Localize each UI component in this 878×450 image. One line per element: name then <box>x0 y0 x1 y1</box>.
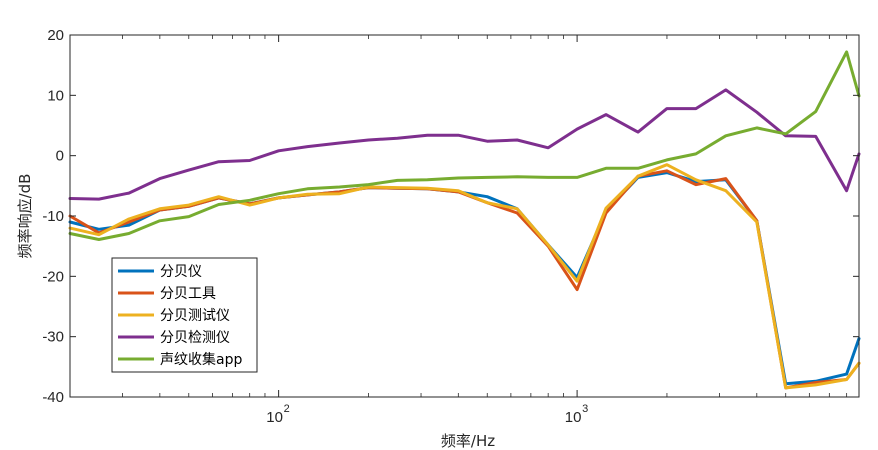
x-tick-exponent: 3 <box>582 403 588 415</box>
y-tick-label: -10 <box>42 208 64 225</box>
y-axis-title: 频率响应/dB <box>16 174 34 259</box>
legend-label-5: 声纹收集app <box>160 351 242 368</box>
y-tick-label: 10 <box>47 87 64 104</box>
legend-label-4: 分贝检测仪 <box>160 330 230 346</box>
y-tick-label: -20 <box>42 268 64 285</box>
legend-label-3: 分贝测试仪 <box>160 308 230 324</box>
y-tick-label: 0 <box>56 148 64 165</box>
y-tick-label: -40 <box>42 389 64 406</box>
series-line-4 <box>68 88 861 201</box>
y-ticks-group: 20 10 0 -10 -20 -30 -40 <box>42 27 859 406</box>
y-tick-label: 20 <box>47 27 64 44</box>
legend-label-1: 分贝仪 <box>160 264 202 280</box>
y-tick-label: -30 <box>42 329 64 346</box>
x-axis-title: 频率/Hz <box>441 432 495 450</box>
x-ticks-group: 10 2 10 3 <box>69 35 848 426</box>
x-tick-exponent: 2 <box>284 403 290 415</box>
x-tick-label: 10 <box>266 409 283 426</box>
series-group <box>68 50 861 390</box>
series-line-3 <box>68 163 861 390</box>
series-line-5 <box>68 50 861 241</box>
legend-label-2: 分贝工具 <box>160 286 216 302</box>
x-tick-label: 10 <box>565 409 582 426</box>
